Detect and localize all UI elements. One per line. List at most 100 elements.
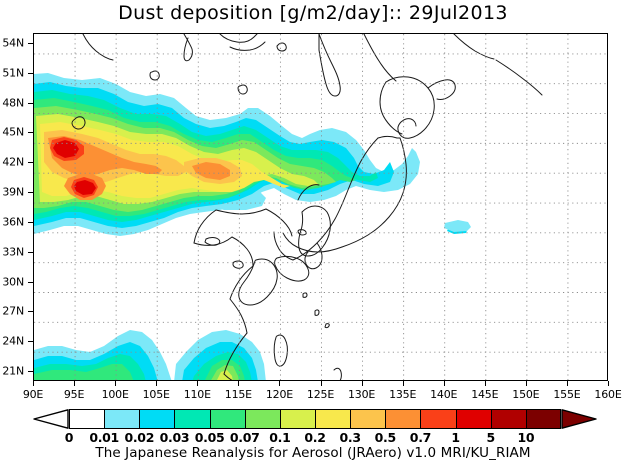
colorbar-swatch xyxy=(209,409,245,429)
x-axis-tick xyxy=(156,381,158,386)
colorbar-over-arrow xyxy=(561,409,597,429)
x-axis-tick xyxy=(402,381,404,386)
map-canvas xyxy=(34,34,607,380)
colorbar-swatch xyxy=(490,409,526,429)
plot-area: 90E 95E 100E 105E 110E 115E 120E 125E 130E 135E 14… xyxy=(2,33,622,401)
colorbar-tick-label: 0.1 xyxy=(269,430,291,445)
y-axis-tick xyxy=(28,281,33,283)
colorbar-swatch xyxy=(314,409,351,429)
colorbar-swatch xyxy=(420,409,456,429)
colorbar-tick-label: 0.05 xyxy=(194,430,225,445)
colorbar-tick-label: 0.5 xyxy=(374,430,397,445)
x-axis-label: 90E xyxy=(22,388,44,401)
colorbar-tick-label: 0.2 xyxy=(304,430,326,445)
y-axis-label: 27N xyxy=(2,304,24,318)
y-axis-tick xyxy=(28,42,33,44)
y-axis-label: 54N xyxy=(2,36,24,50)
colorbar-tick-label: 0.02 xyxy=(124,430,155,445)
plot-frame xyxy=(33,33,608,381)
y-axis-tick xyxy=(28,341,33,343)
colorbar-swatch xyxy=(139,409,175,429)
colorbar-under-arrow xyxy=(33,409,69,429)
y-axis-tick xyxy=(28,221,33,223)
y-axis-label: 45N xyxy=(2,125,24,139)
x-axis-tick xyxy=(197,381,199,386)
x-axis-label: 130E xyxy=(347,388,376,401)
colorbar-tick-label: 0.03 xyxy=(159,430,190,445)
x-axis-label: 160E xyxy=(594,388,622,401)
y-axis-tick xyxy=(28,132,33,134)
y-axis-tick xyxy=(28,162,33,164)
contour-band-0.5-central xyxy=(192,162,230,180)
y-axis-label: 36N xyxy=(2,215,24,229)
colorbar-swatch xyxy=(69,409,105,429)
x-axis-label: 125E xyxy=(306,388,335,401)
x-axis-label: 155E xyxy=(553,388,581,401)
grid-lines xyxy=(34,34,607,380)
x-axis-tick xyxy=(238,381,240,386)
x-axis-tick xyxy=(443,381,445,386)
y-axis-tick xyxy=(28,251,33,253)
y-axis-tick xyxy=(28,371,33,373)
contour-band-south-0.05 xyxy=(34,364,134,380)
x-axis-tick xyxy=(608,381,609,386)
x-axis-tick xyxy=(320,381,322,386)
colorbar-swatch xyxy=(385,409,421,429)
x-axis-label: 95E xyxy=(63,388,85,401)
chart-title: Dust deposition [g/m2/day]:: 29Jul2013 xyxy=(118,2,508,24)
contour-band-1-south xyxy=(74,180,96,195)
x-axis-label: 120E xyxy=(265,388,293,401)
y-axis-tick xyxy=(28,311,33,313)
x-axis-tick xyxy=(566,381,568,386)
y-axis-label: 33N xyxy=(2,245,24,259)
colorbar: 0 0.01 0.02 0.03 0.05 0.07 0.1 0.2 0.3 0.5 0.7 1 5 10 xyxy=(0,404,626,445)
x-axis-label: 110E xyxy=(183,388,211,401)
y-axis-label: 48N xyxy=(2,96,24,110)
y-axis-label: 42N xyxy=(2,155,24,169)
colorbar-swatch xyxy=(279,409,315,429)
x-axis-tick xyxy=(115,381,117,386)
colorbar-tick-label: 1 xyxy=(451,430,460,445)
figure-footer: The Japanese Reanalysis for Aerosol (JRA… xyxy=(95,445,531,461)
x-axis-label: 145E xyxy=(471,388,499,401)
colorbar-swatch xyxy=(455,409,491,429)
y-axis-label: 39N xyxy=(2,185,24,199)
y-axis-tick xyxy=(28,192,33,194)
colorbar-tick-label: 0.3 xyxy=(339,430,362,445)
colorbar-tick-label: 10 xyxy=(517,430,535,445)
x-axis-tick xyxy=(525,381,527,386)
colorbar-swatch xyxy=(350,409,386,429)
colorbar-tick-label: 5 xyxy=(486,430,496,445)
x-axis-tick xyxy=(361,381,363,386)
colorbar-tick-label: 0.07 xyxy=(229,430,260,445)
contour-patch-japan-halo xyxy=(444,220,471,232)
y-axis-label: 21N xyxy=(2,364,24,378)
colorbar-swatch xyxy=(174,409,210,429)
x-axis-label: 140E xyxy=(430,388,458,401)
colorbar-swatch xyxy=(104,409,140,429)
y-axis-tick xyxy=(28,102,33,104)
x-axis-label: 150E xyxy=(512,388,540,401)
x-axis-label: 135E xyxy=(389,388,417,401)
colorbar-cells xyxy=(69,409,561,429)
x-axis-tick xyxy=(33,381,34,386)
colorbar-tick-label: 0.01 xyxy=(89,430,119,445)
y-axis-label: 24N xyxy=(2,334,24,348)
y-axis-tick xyxy=(28,72,33,74)
x-axis-label: 105E xyxy=(142,388,170,401)
y-axis-label: 30N xyxy=(2,275,24,289)
contour-band-1-west xyxy=(53,140,79,158)
x-axis-tick xyxy=(484,381,486,386)
y-axis-label: 51N xyxy=(2,66,24,80)
colorbar-swatch xyxy=(244,409,280,429)
colorbar-tick-label: 0.7 xyxy=(409,430,432,445)
x-axis-tick xyxy=(74,381,76,386)
coastlines xyxy=(71,34,543,380)
colorbar-swatch xyxy=(525,409,561,429)
colorbar-tick-label: 0 xyxy=(64,430,74,445)
x-axis-label: 115E xyxy=(224,388,252,401)
x-axis-label: 100E xyxy=(101,388,129,401)
x-axis-tick xyxy=(279,381,281,386)
dust-contour-field xyxy=(34,73,471,380)
